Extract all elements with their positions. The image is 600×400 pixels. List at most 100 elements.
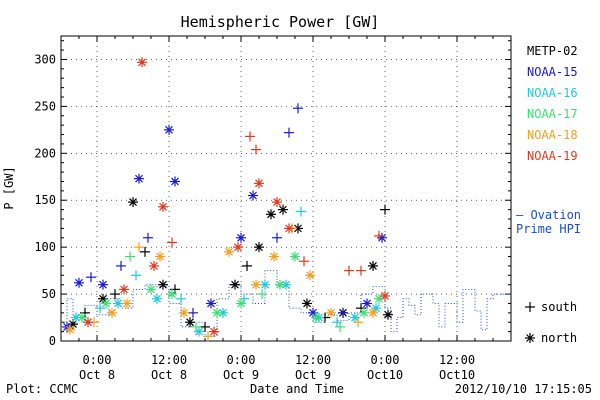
marker-stroke	[267, 210, 275, 219]
plot-frame	[60, 35, 512, 342]
marker-stroke	[99, 294, 107, 303]
north-point	[293, 223, 303, 234]
marker-stroke	[159, 280, 167, 289]
south-point	[203, 331, 213, 342]
north-point	[134, 173, 144, 184]
south-point	[293, 103, 303, 114]
marker-stroke	[276, 280, 284, 289]
north-point	[137, 57, 147, 68]
marker-stroke	[372, 304, 380, 313]
legend-north-marker	[525, 333, 535, 343]
south-point	[125, 251, 135, 262]
north-point	[269, 251, 279, 262]
north-point	[278, 204, 288, 215]
x-tick-label: 12:00	[151, 353, 187, 367]
x-tick-sublabel: Oct10	[439, 368, 475, 382]
north-point	[224, 246, 234, 257]
marker-stroke	[303, 299, 311, 308]
south-point	[143, 232, 153, 243]
marker-stroke	[252, 280, 260, 289]
marker-stroke	[153, 294, 161, 303]
marker-stroke	[225, 247, 233, 256]
south-point	[380, 204, 390, 215]
north-point	[83, 317, 93, 328]
marker-stroke	[195, 327, 203, 336]
x-tick-sublabel: Oct 9	[295, 368, 331, 382]
marker-stroke	[309, 308, 317, 317]
north-point	[158, 201, 168, 212]
marker-stroke	[273, 198, 281, 207]
marker-stroke	[219, 308, 227, 317]
north-point	[119, 284, 129, 295]
plot-timestamp: 2012/10/10 17:15:05	[455, 382, 592, 396]
marker-stroke	[72, 313, 80, 322]
north-point	[164, 124, 174, 135]
y-axis-ticks: 0 50 100 150 200 250 300	[34, 40, 511, 348]
north-point	[326, 307, 336, 318]
marker-stroke	[135, 174, 143, 183]
marker-stroke	[384, 310, 392, 319]
marker-stroke	[237, 233, 245, 242]
south-point	[188, 307, 198, 318]
north-point	[149, 260, 159, 271]
south-point	[245, 131, 255, 142]
grid	[61, 36, 511, 342]
marker-stroke	[159, 202, 167, 211]
x-tick-label: 0:00	[227, 353, 256, 367]
marker-stroke	[351, 313, 359, 322]
marker-stroke	[123, 299, 131, 308]
legend-north-label: north	[541, 331, 577, 345]
north-point	[236, 232, 246, 243]
north-point	[377, 232, 387, 243]
x-tick-label: 12:00	[295, 353, 331, 367]
marker-stroke	[369, 308, 377, 317]
south-point	[284, 127, 294, 138]
north-point	[107, 307, 117, 318]
marker-stroke	[270, 252, 278, 261]
south-point	[257, 289, 267, 300]
y-tick-label: 250	[34, 99, 56, 113]
marker-stroke	[108, 308, 116, 317]
marker-stroke	[234, 243, 242, 252]
marker-stroke	[78, 313, 86, 322]
marker-stroke	[171, 177, 179, 186]
north-point	[170, 176, 180, 187]
x-tick-sublabel: Oct10	[367, 368, 403, 382]
marker-stroke	[249, 191, 257, 200]
north-point	[260, 279, 270, 290]
north-point	[275, 279, 285, 290]
marker-stroke	[207, 299, 215, 308]
north-point	[155, 251, 165, 262]
north-point	[311, 312, 321, 323]
legend: METP-02 NOAA-15 NOAA-16 NOAA-17 NOAA-18 NOAA-…	[516, 44, 581, 345]
south-point	[191, 321, 201, 332]
south-point	[356, 265, 366, 276]
south-point	[86, 272, 96, 283]
south-point	[176, 293, 186, 304]
north-point	[167, 289, 177, 300]
ovation-hpi-line	[61, 270, 511, 337]
marker-stroke	[147, 285, 155, 294]
south-point	[299, 256, 309, 267]
marker-stroke	[231, 280, 239, 289]
series-noaa-19	[83, 57, 390, 337]
x-axis-label: Date and Time	[250, 382, 344, 396]
south-point	[200, 321, 210, 332]
marker-stroke	[381, 292, 389, 300]
north-point	[290, 251, 300, 262]
south-point	[353, 317, 363, 328]
north-point	[158, 279, 168, 290]
north-point	[230, 279, 240, 290]
north-point	[368, 307, 378, 318]
y-tick-label: 50	[42, 287, 56, 301]
north-point	[359, 307, 369, 318]
south-point	[374, 230, 384, 241]
y-axis-label: P [GW]	[2, 166, 16, 209]
x-tick-label: 0:00	[83, 353, 112, 367]
north-point	[383, 309, 393, 320]
legend-entry: NOAA-17	[527, 107, 578, 121]
north-point	[98, 279, 108, 290]
north-point	[233, 242, 243, 253]
south-point	[251, 144, 261, 155]
north-point	[272, 197, 282, 208]
